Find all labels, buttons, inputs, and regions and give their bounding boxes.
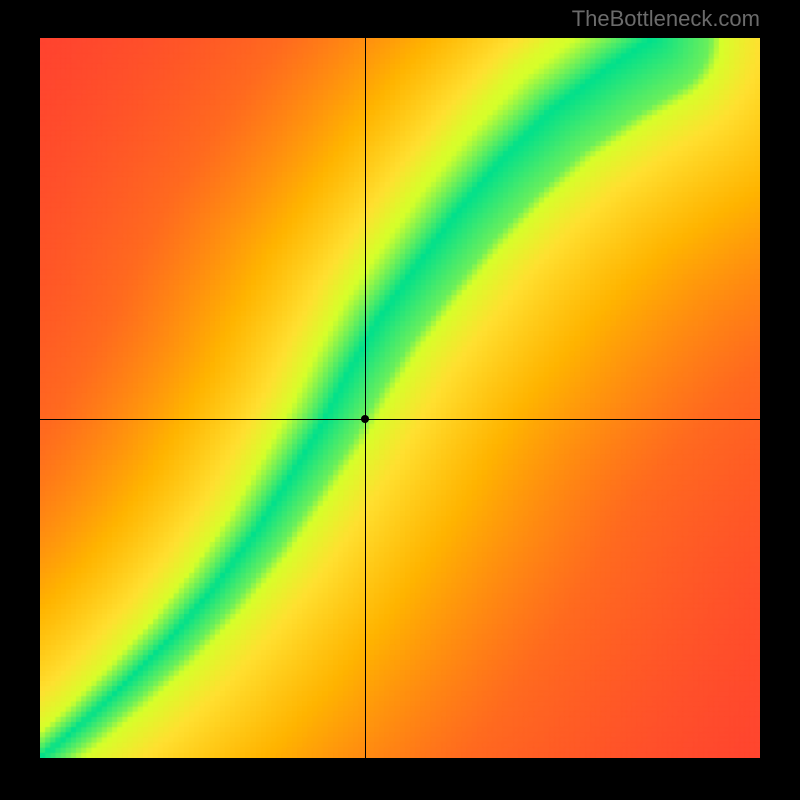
chart-container: TheBottleneck.com <box>0 0 800 800</box>
crosshair-horizontal <box>40 419 760 420</box>
heatmap-canvas <box>40 38 760 758</box>
crosshair-vertical <box>365 38 366 758</box>
crosshair-marker <box>361 415 369 423</box>
watermark-text: TheBottleneck.com <box>572 6 760 32</box>
